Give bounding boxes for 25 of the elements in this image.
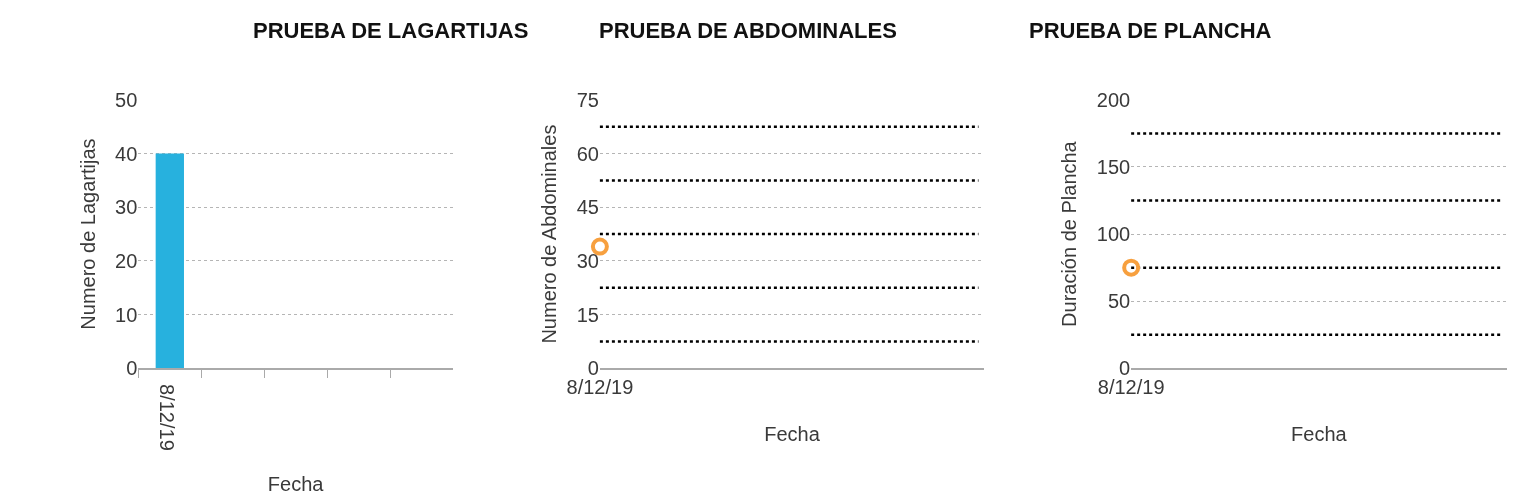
y-tick-label: 0 <box>126 357 138 380</box>
y-tick-label: 75 <box>576 88 599 111</box>
x-axis-title: Fecha <box>1291 423 1348 446</box>
y-tick-label: 45 <box>576 196 599 219</box>
y-tick-label: 100 <box>1096 223 1131 246</box>
y-tick-label: 60 <box>576 142 599 165</box>
chart-title: PRUEBA DE LAGARTIJAS <box>253 18 529 43</box>
y-tick-label: 50 <box>115 88 138 111</box>
y-tick-label: 150 <box>1096 155 1131 178</box>
y-axis-title: Numero de Abdominales <box>538 124 561 344</box>
chart-title: PRUEBA DE PLANCHA <box>1029 18 1272 43</box>
y-tick-label: 20 <box>115 249 138 272</box>
y-tick-label: 30 <box>115 196 138 219</box>
y-tick-label: 30 <box>576 249 599 272</box>
y-tick-label: 200 <box>1096 88 1131 111</box>
y-axis-title: Numero de Lagartijas <box>76 138 99 330</box>
y-tick-label: 15 <box>576 303 599 326</box>
y-tick-label: 40 <box>115 142 138 165</box>
y-axis-title: Duración de Plancha <box>1058 140 1081 327</box>
x-axis-title: Fecha <box>267 473 325 495</box>
y-tick-label: 50 <box>1107 290 1131 313</box>
x-axis-title: Fecha <box>764 423 821 446</box>
x-tick-label: 8/12/19 <box>155 384 178 451</box>
y-tick-label: 10 <box>115 303 138 326</box>
text: PRUEBA DE ABDOMINALES <box>599 18 897 43</box>
